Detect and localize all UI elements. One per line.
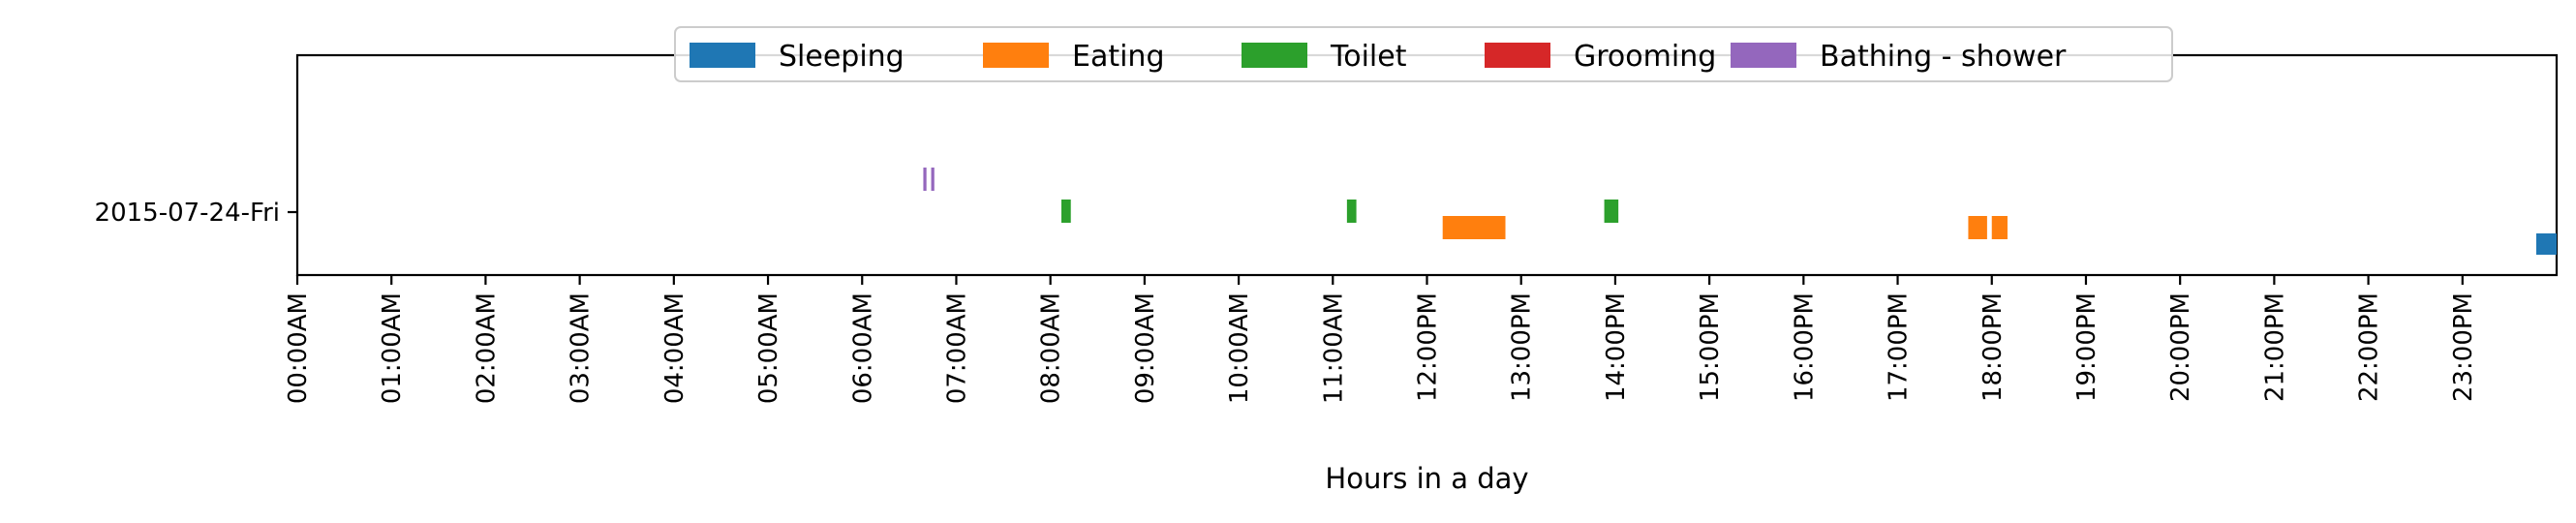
activity-bar-eating (1991, 216, 2008, 239)
legend: Sleeping Eating Toilet Grooming Bathing - sh… (674, 26, 2173, 82)
x-tick-label: 06:00AM (848, 292, 877, 404)
legend-label: Sleeping (779, 40, 905, 74)
x-tick-label: 19:00PM (2072, 292, 2101, 402)
x-axis-title: Hours in a day (1325, 462, 1528, 495)
legend-swatch (1485, 43, 1550, 68)
y-axis: 2015-07-24-Fri (95, 199, 297, 228)
x-tick-label: 10:00AM (1225, 292, 1254, 404)
legend-swatch (1242, 43, 1307, 68)
x-tick-label: 03:00AM (567, 292, 596, 404)
x-tick-label: 15:00PM (1696, 292, 1725, 402)
legend-swatch (690, 43, 755, 68)
x-tick-label: 00:00AM (284, 292, 313, 404)
x-tick-label: 22:00PM (2355, 292, 2384, 402)
legend-swatch (1731, 43, 1796, 68)
x-tick-label: 12:00PM (1414, 292, 1443, 402)
activity-bar-eating (1442, 216, 1506, 239)
x-tick-label: 20:00PM (2166, 292, 2195, 402)
x-tick-label: 23:00PM (2449, 292, 2478, 402)
y-tick-label: 2015-07-24-Fri (95, 199, 280, 228)
x-tick-label: 21:00PM (2260, 292, 2289, 402)
x-tick-label: 18:00PM (1978, 292, 2008, 402)
activity-bar-eating (1968, 216, 1987, 239)
legend-label: Bathing - shower (1820, 40, 2067, 74)
x-tick-label: 02:00AM (472, 292, 501, 404)
activity-bar-sleeping (2535, 233, 2557, 255)
activity-bars (923, 168, 2557, 255)
x-tick-label: 04:00AM (660, 292, 690, 404)
x-tick-label: 07:00AM (942, 292, 971, 404)
x-tick-label: 16:00PM (1790, 292, 1819, 402)
legend-swatch (983, 43, 1049, 68)
legend-label: Eating (1072, 40, 1165, 74)
x-tick-label: 11:00AM (1319, 292, 1348, 404)
activity-bar-toilet (1604, 200, 1619, 223)
x-tick-label: 01:00AM (378, 292, 407, 404)
plot-area (295, 53, 2559, 277)
activity-bar-bathing-shower (923, 168, 927, 191)
x-tick-label: 14:00PM (1602, 292, 1631, 402)
activity-bar-toilet (1346, 200, 1357, 223)
x-tick-label: 05:00AM (754, 292, 783, 404)
x-axis: 00:00AM 01:00AM 02:00AM 03:00AM 04:00AM 05:00… (284, 275, 2478, 404)
legend-label: Toilet (1330, 40, 1407, 74)
legend-label: Grooming (1574, 40, 1716, 74)
x-tick-label: 13:00PM (1508, 292, 1537, 402)
x-tick-label: 17:00PM (1885, 292, 1914, 402)
activity-bar-toilet (1061, 200, 1071, 223)
x-tick-label: 09:00AM (1131, 292, 1160, 404)
legend-frame (674, 26, 2173, 82)
activity-bar-bathing-shower (931, 168, 935, 191)
x-tick-label: 08:00AM (1037, 292, 1066, 404)
